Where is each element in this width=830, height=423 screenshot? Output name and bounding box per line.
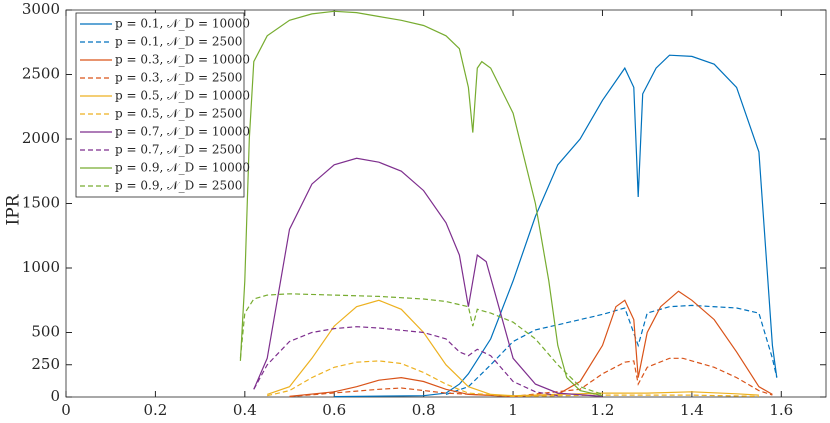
series-line: [289, 357, 773, 398]
series-line: [445, 304, 778, 395]
legend-label: p = 0.9, 𝒩_D = 10000: [115, 161, 250, 175]
legend-label: p = 0.1, 𝒩_D = 2500: [115, 35, 242, 49]
y-tick-label: 250: [31, 355, 60, 373]
legend-label: p = 0.7, 𝒩_D = 10000: [115, 125, 250, 139]
legend-label: p = 0.3, 𝒩_D = 2500: [115, 71, 242, 85]
y-tick-label: 3000: [22, 0, 60, 18]
x-tick-label: 1.2: [591, 401, 615, 419]
legend-label: p = 0.9, 𝒩_D = 2500: [115, 179, 242, 193]
x-tick-label: 0.4: [233, 401, 257, 419]
legend-label: p = 0.5, 𝒩_D = 10000: [115, 89, 250, 103]
series-line: [239, 293, 603, 395]
x-tick-label: 0.2: [143, 401, 167, 419]
series-line: [267, 299, 759, 397]
series-line: [253, 326, 558, 397]
y-tick-label: 0: [50, 387, 60, 405]
legend-box: [75, 12, 245, 198]
series-line: [239, 10, 603, 397]
x-tick-label: 1: [508, 401, 518, 419]
x-tick-label: 0.6: [322, 401, 346, 419]
y-tick-label: 1000: [22, 258, 60, 276]
legend-label: p = 0.1, 𝒩_D = 10000: [115, 17, 250, 31]
x-tick-label: 0: [61, 401, 71, 419]
x-tick-label: 0.8: [412, 401, 436, 419]
series-line: [267, 360, 759, 398]
y-tick-label: 2000: [22, 129, 60, 147]
x-tick-label: 1.4: [680, 401, 704, 419]
legend-label: p = 0.3, 𝒩_D = 10000: [115, 53, 250, 67]
series-line: [253, 157, 603, 397]
legend: p = 0.1, 𝒩_D = 10000 p = 0.1, 𝒩_D = 2500 p…: [75, 12, 250, 198]
y-tick-label: 1500: [22, 194, 60, 212]
series-line: [334, 54, 778, 398]
x-tick-label: 1.6: [769, 401, 793, 419]
legend-label: p = 0.5, 𝒩_D = 2500: [115, 107, 242, 121]
y-axis-label: IPR: [4, 193, 24, 225]
legend-label: p = 0.7, 𝒩_D = 2500: [115, 143, 242, 157]
y-tick-label: 500: [31, 323, 60, 341]
y-tick-label: 2500: [22, 65, 60, 83]
series-line: [289, 290, 773, 398]
